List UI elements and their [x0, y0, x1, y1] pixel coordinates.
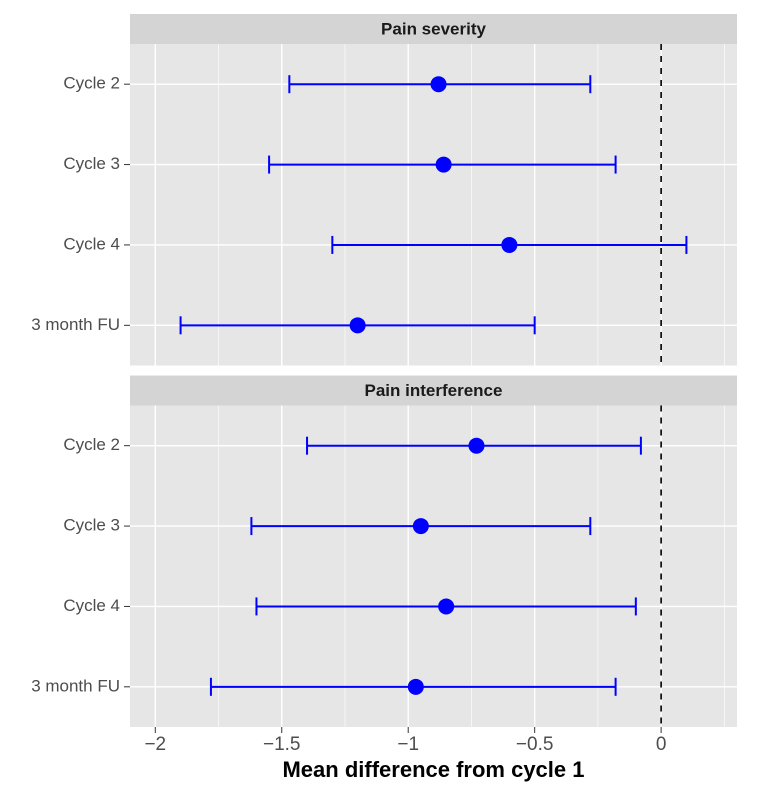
x-axis-title: Mean difference from cycle 1	[282, 757, 584, 782]
y-tick-label: Cycle 2	[63, 435, 120, 454]
point-estimate	[501, 237, 517, 253]
chart-svg: Pain severity Cycle 2 Cycle 3 Cycle 4 3 mont…	[0, 0, 757, 787]
x-tick-label: −1	[397, 734, 419, 755]
point-estimate	[468, 438, 484, 454]
panel-bg	[130, 44, 737, 366]
y-tick-label: Cycle 3	[63, 154, 120, 173]
facet-title: Pain interference	[365, 381, 503, 400]
point-estimate	[413, 518, 429, 534]
facet-title: Pain severity	[381, 19, 486, 38]
x-tick-label: 0	[656, 734, 667, 755]
x-tick-label: −0.5	[516, 734, 554, 755]
x-tick-label: −1.5	[263, 734, 301, 755]
y-tick-label: 3 month FU	[31, 676, 120, 695]
y-tick-label: Cycle 3	[63, 516, 120, 535]
point-estimate	[350, 317, 366, 333]
point-estimate	[436, 157, 452, 173]
point-estimate	[438, 598, 454, 614]
point-estimate	[431, 76, 447, 92]
y-tick-label: Cycle 4	[63, 234, 120, 253]
y-tick-label: 3 month FU	[31, 315, 120, 334]
x-tick-label: −2	[144, 734, 166, 755]
y-tick-label: Cycle 2	[63, 74, 120, 93]
panel-bg	[130, 406, 737, 728]
y-tick-label: Cycle 4	[63, 596, 120, 615]
point-estimate	[408, 679, 424, 695]
forest-plot-figure: Pain severity Cycle 2 Cycle 3 Cycle 4 3 mont…	[0, 0, 757, 787]
